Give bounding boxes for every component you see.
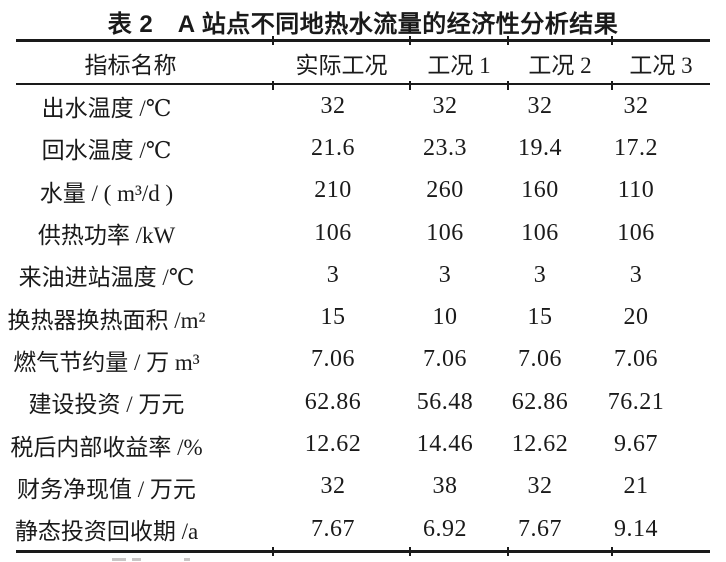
value-cell: 32 [432, 92, 458, 119]
row-label: 静态投资回收期 /a [14, 519, 199, 545]
value-cell: 12.62 [304, 431, 362, 458]
value-cell: 7.06 [614, 346, 658, 373]
row-label: 供热功率 /kW [37, 223, 176, 249]
row-label: 建设投资 / 万元 [28, 392, 185, 418]
value-cell: 7.06 [518, 346, 562, 373]
header-cell-case3: 工况 3 [612, 42, 710, 85]
rule-tick [611, 547, 613, 557]
rule-tick [409, 80, 411, 90]
header-cell-actual: 实际工况 [273, 42, 410, 85]
value-cell: 19.4 [518, 134, 562, 161]
row-label: 水量 / ( m³/d ) [39, 180, 174, 206]
row-label: 回水温度 /℃ [41, 138, 172, 164]
row-label: 财务净现值 / 万元 [17, 476, 196, 502]
value-cell: 32 [527, 92, 553, 119]
value-cell: 3 [629, 261, 643, 288]
row-label: 换热器换热面积 /m² [7, 307, 206, 333]
value-cell: 3 [438, 261, 452, 288]
value-cell: 6.92 [423, 515, 467, 542]
rule-tick [507, 547, 509, 557]
value-cell: 21 [623, 473, 649, 500]
value-cell: 12.62 [511, 431, 569, 458]
value-cell: 21.6 [311, 134, 355, 161]
value-cell: 17.2 [614, 134, 658, 161]
header-cell-case1: 工况 1 [410, 42, 508, 85]
row-label: 税后内部收益率 /% [10, 434, 203, 460]
value-cell: 3 [533, 261, 547, 288]
value-cell: 210 [314, 177, 352, 204]
cutoff-text-fragment [132, 558, 141, 561]
header-cell-case2: 工况 2 [508, 42, 612, 85]
value-cell: 76.21 [607, 388, 665, 415]
value-cell: 32 [527, 473, 553, 500]
value-cell: 106 [617, 219, 655, 246]
cutoff-text-fragment [112, 558, 126, 561]
rule-tick [272, 80, 274, 90]
value-cell: 15 [527, 304, 553, 331]
value-cell: 32 [320, 473, 346, 500]
value-cell: 160 [521, 177, 559, 204]
value-cell: 106 [426, 219, 464, 246]
rule-tick [507, 36, 509, 45]
value-cell: 15 [320, 304, 346, 331]
value-cell: 9.14 [614, 515, 658, 542]
row-label: 燃气节约量 / 万 m³ [13, 349, 200, 375]
rule-tick [272, 36, 274, 45]
value-cell: 56.48 [416, 388, 474, 415]
value-cell: 23.3 [423, 134, 467, 161]
rule-tick [611, 80, 613, 90]
rule-tick [409, 547, 411, 557]
value-cell: 3 [326, 261, 340, 288]
value-cell: 7.67 [311, 515, 355, 542]
value-cell: 9.67 [614, 431, 658, 458]
value-cell: 62.86 [304, 388, 362, 415]
value-cell: 106 [521, 219, 559, 246]
rule-tick [507, 80, 509, 90]
value-cell: 62.86 [511, 388, 569, 415]
value-cell: 14.46 [416, 431, 474, 458]
row-label: 出水温度 /℃ [41, 96, 172, 122]
rule-tick [611, 36, 613, 45]
economics-table: 指标名称 实际工况 工况 1 工况 2 工况 3 出水温度 /℃ 32 32 3… [7, 36, 710, 557]
value-cell: 32 [623, 92, 649, 119]
cutoff-text-fragment [184, 558, 190, 561]
value-cell: 7.06 [311, 346, 355, 373]
value-cell: 7.06 [423, 346, 467, 373]
value-cell: 20 [623, 304, 649, 331]
row-label: 来油进站温度 /℃ [18, 265, 195, 291]
value-cell: 7.67 [518, 515, 562, 542]
header-cell-indicator: 指标名称 [16, 42, 273, 85]
value-cell: 10 [432, 304, 458, 331]
rule-tick [272, 547, 274, 557]
table-caption: 表 2 A 站点不同地热水流量的经济性分析结果 [107, 11, 619, 38]
rule-tick [409, 36, 411, 45]
value-cell: 32 [320, 92, 346, 119]
value-cell: 38 [432, 473, 458, 500]
value-cell: 110 [617, 177, 655, 204]
value-cell: 260 [426, 177, 464, 204]
value-cell: 106 [314, 219, 352, 246]
